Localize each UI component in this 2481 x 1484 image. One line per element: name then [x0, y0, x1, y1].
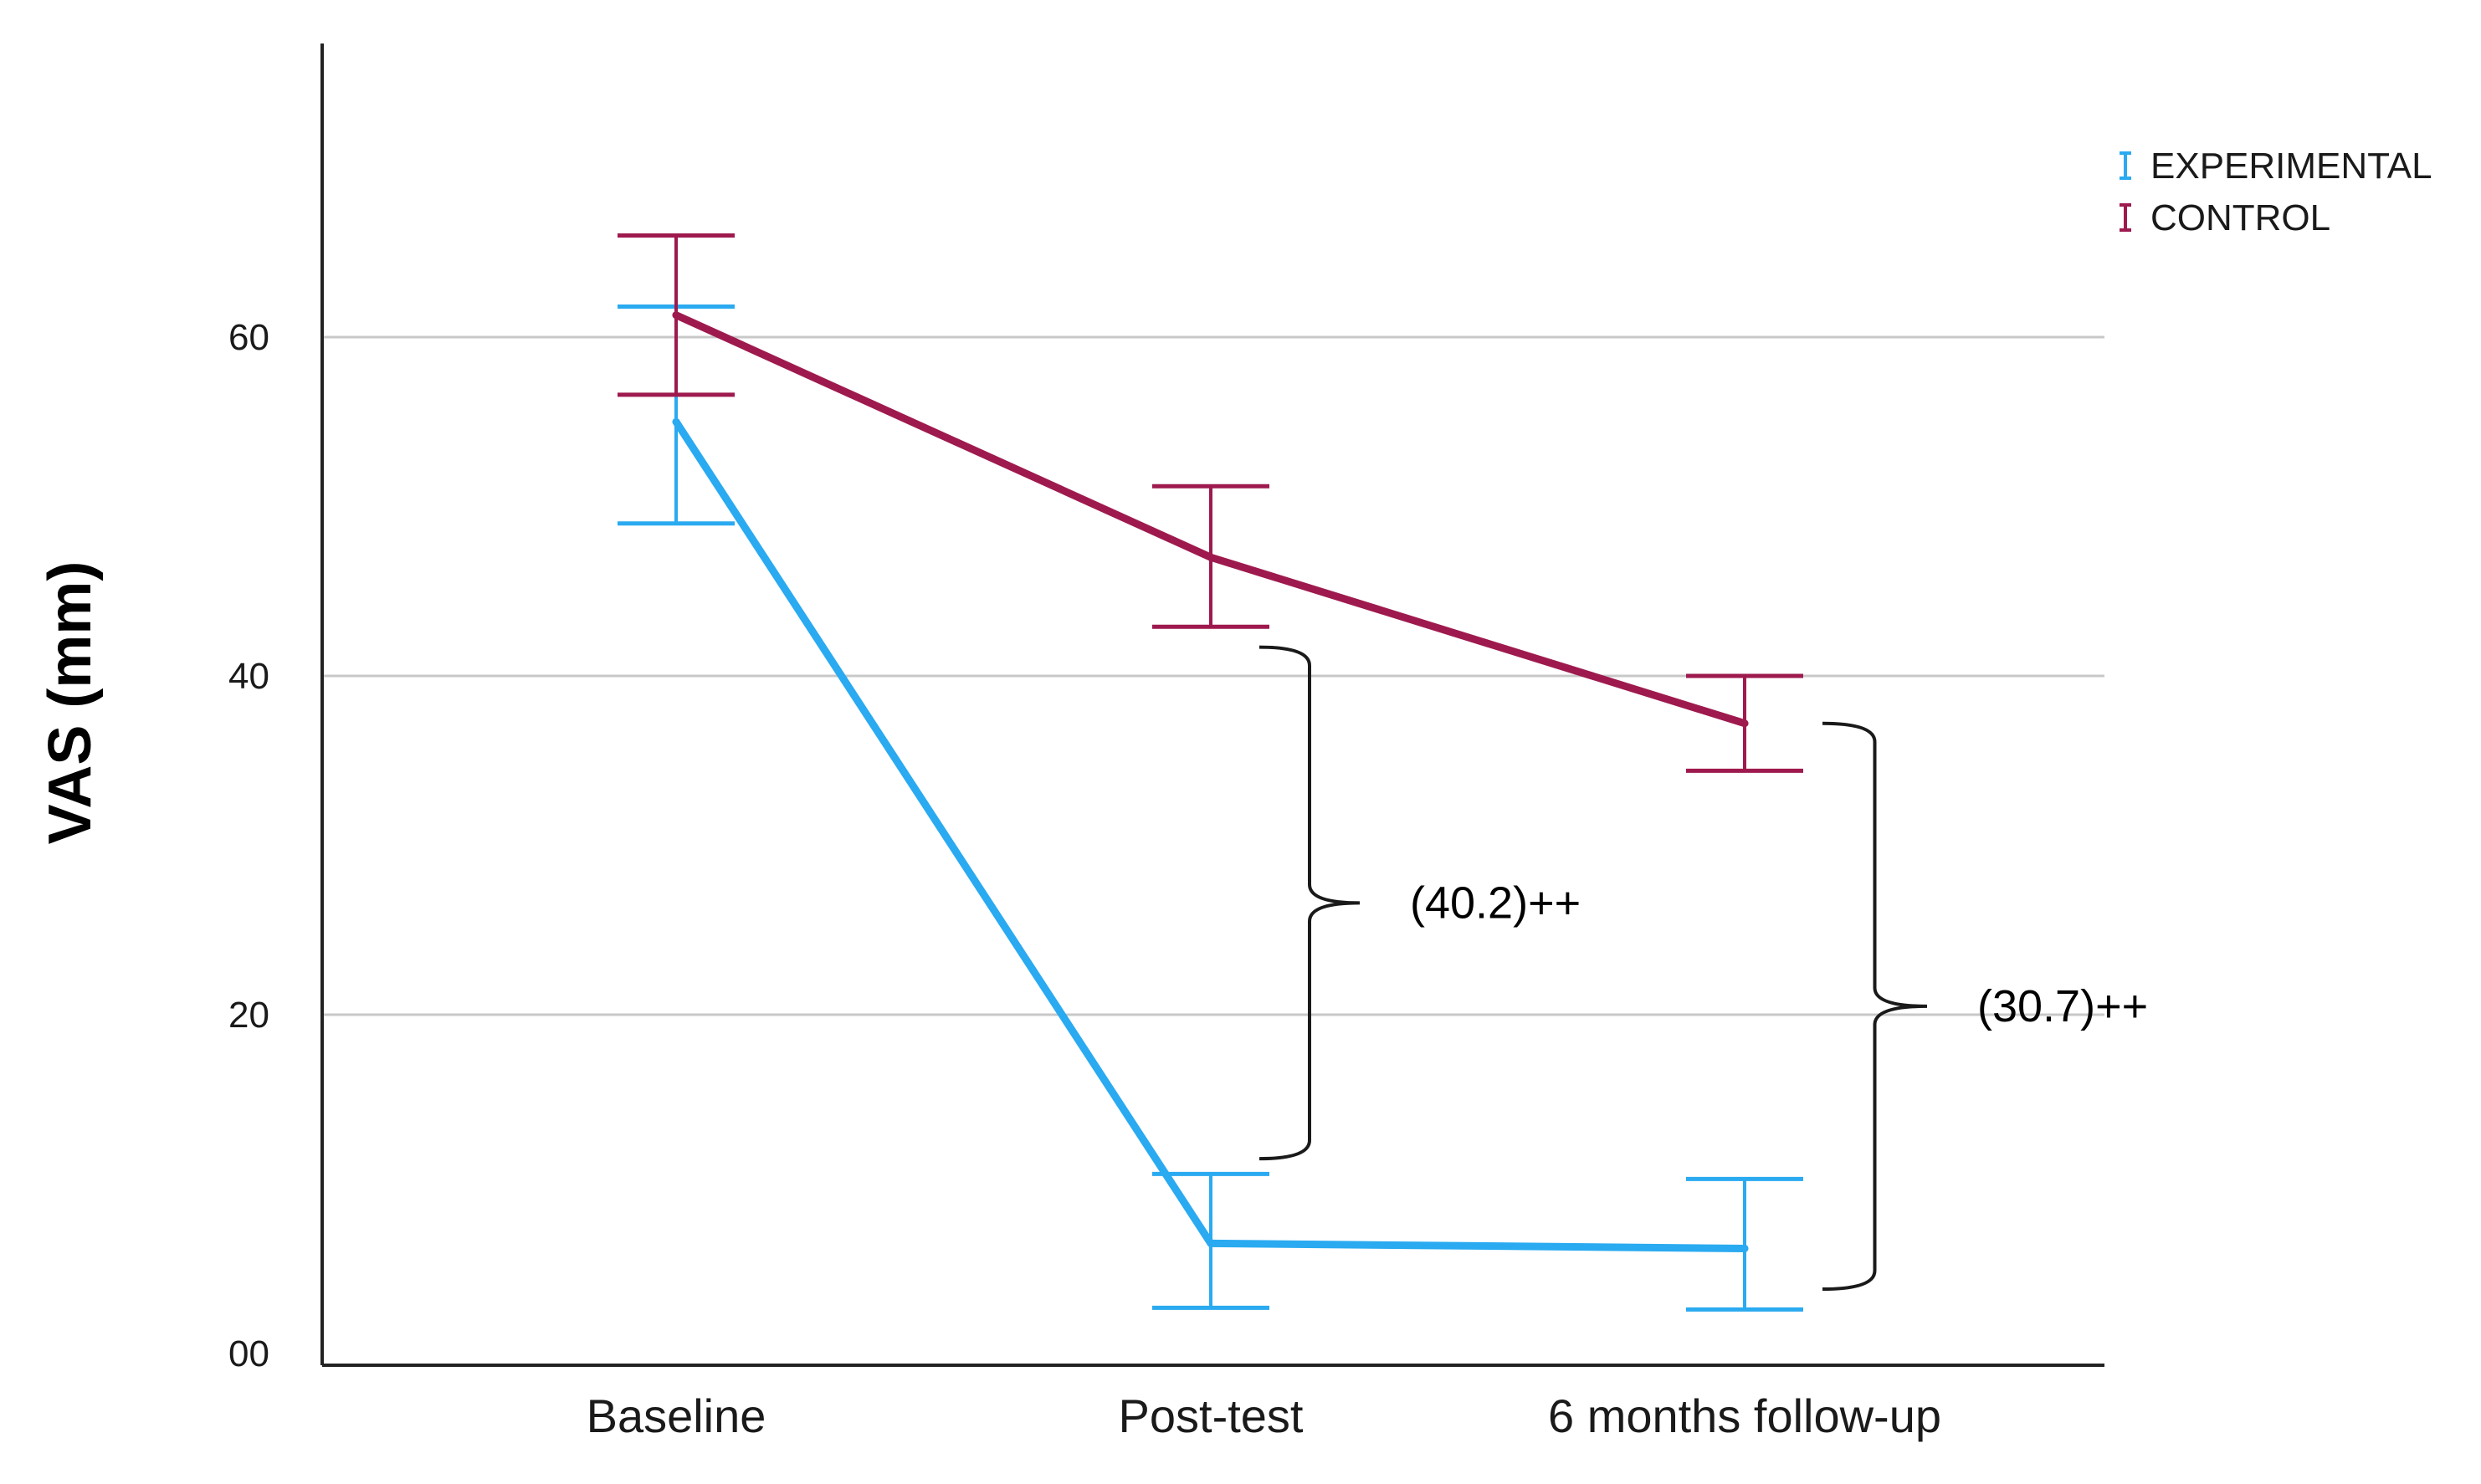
y-tick-label-40: 40 — [228, 656, 269, 697]
annotations: (40.2)++ (30.7)++ — [1258, 645, 2148, 1292]
y-tick-label-20: 20 — [228, 995, 269, 1036]
point-experimental-2 — [1207, 1239, 1215, 1247]
annotation-label-2: (30.7)++ — [1977, 981, 2148, 1031]
legend: EXPERIMENTAL CONTROL — [2120, 146, 2432, 238]
line-segment-control-2 — [1207, 553, 1749, 728]
annotation-brace-2 — [1822, 721, 1928, 1292]
line-segment-experimental-2 — [1207, 1239, 1749, 1252]
gridlines — [322, 335, 2104, 1016]
point-control-1 — [672, 311, 680, 320]
error-bar-experimental-3 — [1686, 1176, 1803, 1312]
y-tick-label-0: 00 — [228, 1333, 269, 1374]
point-experimental-1 — [672, 417, 680, 426]
x-tick-label-3: 6 months follow-up — [1548, 1389, 1941, 1442]
line-segment-experimental-1 — [672, 417, 1215, 1247]
series-control — [618, 233, 1803, 773]
line-segment-control-1 — [672, 311, 1215, 561]
x-tick-label-1: Baseline — [587, 1389, 766, 1442]
x-tick-label-2: Post-test — [1119, 1389, 1304, 1442]
y-axis-title: VAS (mm) — [37, 561, 104, 845]
series-experimental — [618, 304, 1803, 1312]
series — [618, 233, 1803, 1312]
annotation-brace-1 — [1258, 645, 1361, 1161]
legend-label-control: CONTROL — [2150, 197, 2330, 238]
annotation-label-1: (40.2)++ — [1410, 878, 1581, 928]
legend-item-control: CONTROL — [2120, 197, 2330, 238]
point-experimental-3 — [1740, 1244, 1749, 1252]
point-control-3 — [1740, 719, 1749, 728]
point-control-2 — [1207, 553, 1215, 561]
legend-item-experimental: EXPERIMENTAL — [2120, 146, 2432, 187]
y-tick-labels: 00 20 40 60 — [228, 317, 269, 1374]
legend-label-experimental: EXPERIMENTAL — [2150, 146, 2432, 187]
x-tick-labels: Baseline Post-test 6 months follow-up — [587, 1389, 1941, 1442]
y-tick-label-60: 60 — [228, 317, 269, 358]
axes — [320, 43, 2104, 1367]
